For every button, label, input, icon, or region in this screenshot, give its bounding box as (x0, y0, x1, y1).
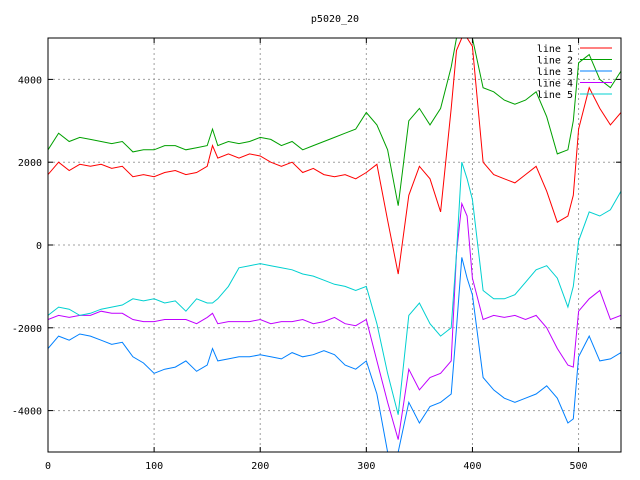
legend-label-1: line 1 (537, 44, 573, 55)
x-tick-label: 200 (251, 461, 269, 472)
x-tick-label: 400 (463, 461, 481, 472)
legend-label-4: line 4 (537, 79, 573, 90)
y-tick-label: -4000 (12, 407, 42, 418)
series-line-1 (48, 38, 621, 275)
series-line-5 (48, 162, 621, 415)
x-tick-label: 0 (45, 461, 51, 472)
legend-label-5: line 5 (537, 90, 573, 101)
series-lines (48, 38, 621, 452)
legend-label-3: line 3 (537, 67, 573, 78)
axis-ticks: 0 100 200 300 400 500 -4000 -2000 0 2000 4000 (12, 38, 621, 472)
x-tick-label: 500 (570, 461, 588, 472)
y-tick-label: 2000 (18, 158, 42, 169)
grid (48, 38, 621, 452)
series-line-3 (48, 257, 621, 452)
x-tick-label: 100 (145, 461, 163, 472)
legend-label-2: line 2 (537, 56, 573, 67)
y-tick-label: 4000 (18, 75, 42, 86)
y-tick-label: 0 (36, 241, 42, 252)
y-tick-label: -2000 (12, 324, 42, 335)
chart-title: p5020_20 (311, 14, 359, 25)
x-tick-label: 300 (357, 461, 375, 472)
series-line-4 (48, 201, 621, 440)
series-line-2 (48, 38, 621, 206)
